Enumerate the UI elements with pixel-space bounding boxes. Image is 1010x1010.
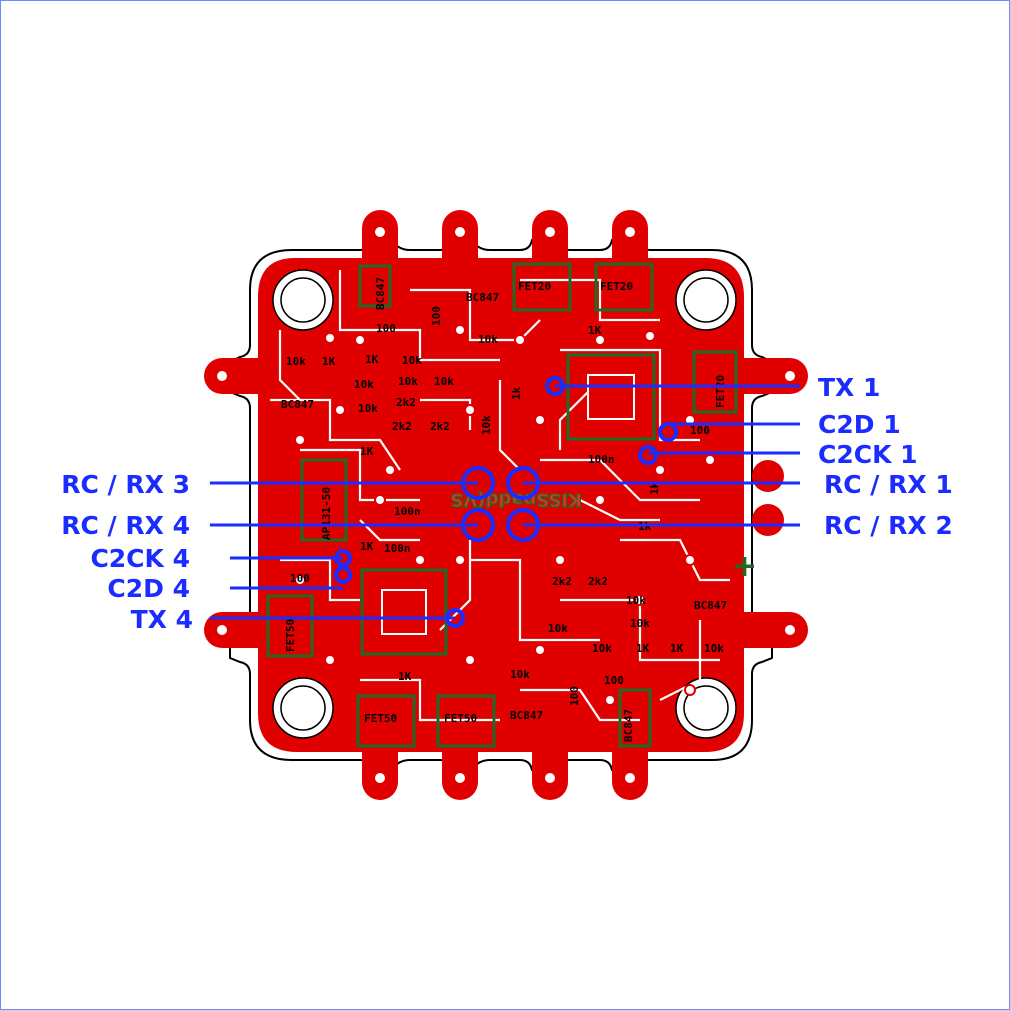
label-r-10k-7: 10k — [478, 333, 498, 346]
label-r-2k2-2: 2k2 — [392, 420, 412, 433]
c2ck1-marker — [638, 445, 658, 465]
label-rcrx2: RC / RX 2 — [824, 511, 953, 540]
pin-labels: TX 1 C2D 1 C2CK 1 RC / RX 1 RC / RX 2 RC… — [61, 373, 953, 634]
label-fet20-2: FET20 — [600, 280, 633, 293]
label-r-10k-12: 10k — [704, 642, 724, 655]
label-r-10k-9: 10k — [548, 622, 568, 635]
label-r-10k-11: 10k — [592, 642, 612, 655]
label-c-100n-3: 100n — [384, 542, 411, 555]
label-r-10k-13: 10k — [510, 668, 530, 681]
label-r-1k-5: 1K — [360, 540, 374, 553]
label-fet50-3: FET50 — [284, 619, 297, 652]
label-r-10k-3: 10k — [354, 378, 374, 391]
label-tx4: TX 4 — [131, 605, 193, 634]
label-r-10k-10: 10k — [630, 617, 650, 630]
label-rcrx3: RC / RX 3 — [61, 470, 190, 499]
label-fet20-1: FET20 — [518, 280, 551, 293]
label-r-100-1: 100 — [376, 322, 396, 335]
label-rcrx4: RC / RX 4 — [61, 511, 190, 540]
label-c-100n-2: 100n — [394, 505, 421, 518]
label-r-1k-6: 1K — [636, 642, 650, 655]
label-r-10k-8: 10k — [626, 594, 646, 607]
label-r-100-5: 100 — [430, 306, 443, 326]
label-c2ck4: C2CK 4 — [90, 544, 190, 573]
label-r-1k-10: 1k — [510, 386, 523, 400]
component-outlines — [266, 262, 738, 748]
label-r-100-2: 100 — [690, 424, 710, 437]
label-fet50-2: FET50 — [444, 712, 477, 725]
label-tx1: TX 1 — [818, 373, 880, 402]
label-bc847-2: BC847 — [281, 398, 314, 411]
mounting-holes — [272, 269, 737, 739]
label-r-100-3: 100 — [290, 572, 310, 585]
label-r-1k-11: 1k — [648, 481, 661, 495]
label-r-1k-2: 1K — [365, 353, 379, 366]
rcrx3-marker — [461, 466, 495, 500]
label-ap131: AP131-50 — [320, 487, 333, 540]
annotation-lines — [210, 384, 800, 620]
label-r-10k-2: 10k — [402, 354, 422, 367]
component-labels: BC847 BC847 BC847 BC847 BC847 BC847 FET2… — [281, 277, 727, 742]
tx1-marker — [545, 376, 565, 396]
label-fet50-1: FET50 — [364, 712, 397, 725]
label-bc847-3: BC847 — [694, 599, 727, 612]
brand-text: KISSpadd(VS — [450, 489, 582, 510]
label-r-1k-7: 1K — [670, 642, 684, 655]
label-bc847-4: BC847 — [510, 709, 543, 722]
label-r-100-4: 100 — [604, 674, 624, 687]
c2d4-marker — [334, 566, 352, 584]
tx4-marker — [445, 608, 465, 628]
c2ck4-marker — [334, 549, 352, 567]
label-bc847-1: BC847 — [466, 291, 499, 304]
label-r-10k-4: 10k — [398, 375, 418, 388]
label-fet20-3: FET20 — [714, 375, 727, 408]
label-r-2k2-1: 2k2 — [396, 396, 416, 409]
label-r-10k-1: 10k — [286, 355, 306, 368]
label-r-2k2-3: 2k2 — [430, 420, 450, 433]
mcu-chip-top-right — [566, 353, 656, 441]
rcrx1-marker — [506, 466, 540, 500]
label-r-1k-4: 1K — [360, 445, 374, 458]
label-r-1k-3: 1K — [588, 324, 602, 337]
label-r-10k-5: 10k — [434, 375, 454, 388]
label-bc847-6: BC847 — [622, 709, 635, 742]
label-r-2k2-4: 2k2 — [552, 575, 572, 588]
rcrx4-marker — [461, 508, 495, 542]
label-rcrx1: RC / RX 1 — [824, 470, 953, 499]
label-r-1k-1: 1K — [322, 355, 336, 368]
annotation-pad-markers — [334, 376, 678, 628]
label-c2d1: C2D 1 — [818, 410, 901, 439]
label-r-1k-8: 1K — [398, 670, 412, 683]
label-r-100-6: 100 — [568, 686, 581, 706]
mcu-chip-bottom-left — [360, 568, 448, 656]
label-c2d4: C2D 4 — [107, 574, 190, 603]
label-c2ck1: C2CK 1 — [818, 440, 918, 469]
label-r-10k-6: 10k — [358, 402, 378, 415]
power-plus-symbol: + — [732, 549, 757, 584]
label-c-100n-1: 100n — [588, 453, 615, 466]
label-r-10k-14: 10k — [480, 415, 493, 435]
c2d1-marker — [658, 422, 678, 442]
label-r-2k2-5: 2k2 — [588, 575, 608, 588]
label-bc847-5: BC847 — [374, 277, 387, 310]
edge-pad-holes — [217, 227, 795, 783]
rcrx2-marker — [506, 508, 540, 542]
